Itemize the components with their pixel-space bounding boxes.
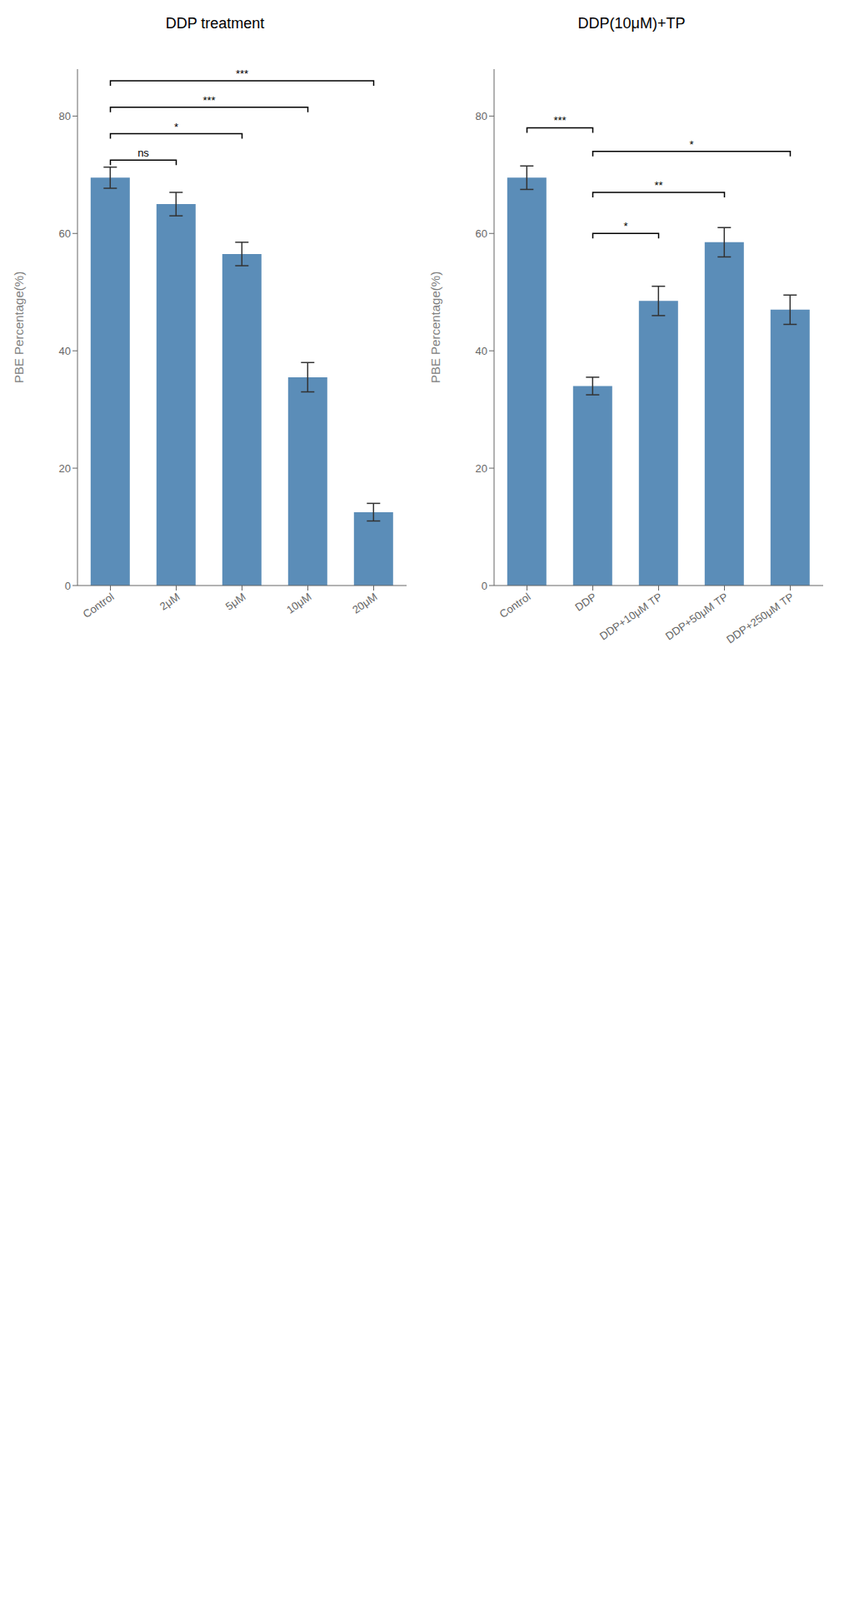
svg-text:***: *** [202,94,215,107]
svg-text:0: 0 [481,579,488,593]
html-text:DDP(10μM)+TP: DDP(10μM)+TP [577,14,686,32]
svg-text:***: *** [235,67,249,80]
svg-text:DDP+50μM TP: DDP+50μM TP [663,590,731,644]
svg-text:Control: Control [80,590,117,621]
svg-text:80: 80 [475,109,488,123]
svg-text:DDP: DDP [572,590,599,615]
svg-text:20: 20 [59,462,71,475]
svg-text:80: 80 [59,109,71,123]
svg-text:2μM: 2μM [157,590,183,614]
svg-text:0: 0 [64,579,71,593]
svg-text:10μM: 10μM [284,590,314,617]
svg-text:40: 40 [59,344,71,358]
svg-text:ns: ns [137,146,150,160]
svg-text:**: ** [654,179,663,192]
svg-text:40: 40 [475,344,488,358]
svg-text:60: 60 [59,227,71,240]
svg-text:60: 60 [475,227,488,240]
svg-text:5μM: 5μM [223,590,249,614]
svg-text:Control: Control [497,590,534,621]
svg-text:*: * [623,219,628,233]
svg-text:PBE Percentage(%): PBE Percentage(%) [11,271,26,384]
html-text:DDP treatment: DDP treatment [165,14,265,32]
svg-text:***: *** [553,114,566,127]
svg-text:DDP+10μM TP: DDP+10μM TP [597,590,665,644]
svg-text:*: * [689,138,694,151]
svg-text:DDP+250μM TP: DDP+250μM TP [724,590,796,647]
svg-text:PBE Percentage(%): PBE Percentage(%) [428,271,443,384]
svg-text:20: 20 [475,462,488,475]
svg-text:20μM: 20μM [349,590,380,617]
svg-text:*: * [174,120,179,134]
